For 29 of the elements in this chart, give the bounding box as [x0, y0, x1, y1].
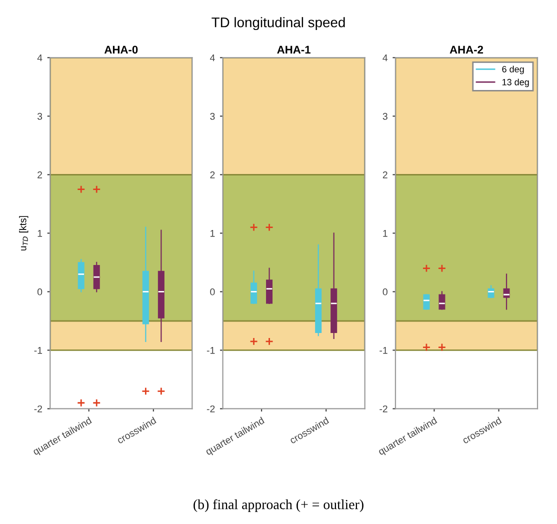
- y-tick-label: 0: [210, 288, 215, 296]
- y-tick-label: -2: [34, 405, 42, 412]
- y-tick-label: 3: [382, 112, 388, 120]
- y-tick-label: -1: [34, 347, 42, 354]
- y-tick-label: 2: [382, 171, 388, 178]
- y-tick-label: 2: [210, 171, 215, 178]
- legend-label: 13 deg: [502, 78, 529, 88]
- y-tick-label: 0: [382, 288, 388, 296]
- y-tick-label: 1: [38, 230, 42, 237]
- y-axis-title: u$_{TD}$ [kts]: [19, 216, 28, 250]
- y-tick-label: 3: [210, 112, 215, 120]
- chart-title: AHA-1: [277, 46, 310, 54]
- chart-title: AHA-0: [104, 46, 138, 54]
- y-tick-label: 1: [383, 230, 388, 237]
- y-tick-label: 2: [38, 171, 42, 178]
- y-tick-label: 4: [382, 54, 388, 62]
- y-tick-label: -2: [206, 405, 215, 412]
- chart-title: AHA-2: [450, 46, 484, 54]
- y-tick-label: -1: [206, 347, 215, 354]
- text: TD longitudinal speed: [212, 17, 345, 30]
- y-tick-label: -2: [380, 405, 388, 412]
- y-tick-label: 0: [37, 288, 42, 296]
- y-tick-label: 4: [37, 54, 42, 62]
- y-tick-label: 1: [210, 230, 215, 237]
- text: (b) final approach (+ = outlier): [194, 499, 364, 512]
- legend-label: 6 deg: [502, 66, 524, 74]
- y-tick-label: 4: [210, 54, 215, 62]
- y-tick-label: 3: [37, 112, 42, 120]
- y-tick-label: -1: [380, 347, 388, 354]
